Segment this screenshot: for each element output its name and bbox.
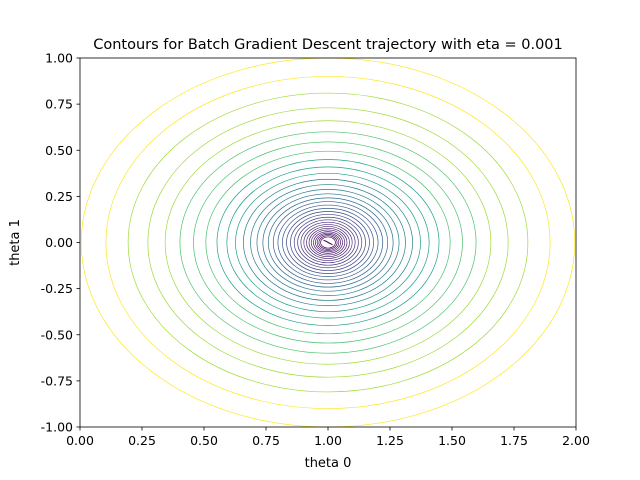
- contour-line: [216, 159, 440, 326]
- y-tick-label: 0.50: [45, 143, 73, 158]
- x-tick-label: 0.00: [66, 433, 94, 448]
- contour-line: [320, 236, 336, 249]
- contour-line: [205, 150, 451, 335]
- contour-line: [277, 204, 379, 281]
- y-tick-label: -0.75: [41, 373, 73, 388]
- x-axis-ticks: 0.00 0.25 0.50 0.75 1.00 1.25 1.50 1.75 2.00: [66, 427, 590, 448]
- contour-line: [105, 76, 551, 409]
- contour-line: [267, 197, 389, 288]
- contour-line: [193, 141, 463, 344]
- contour-line: [306, 226, 350, 259]
- contour-line: [286, 211, 370, 274]
- y-tick-label: 1.00: [45, 51, 73, 66]
- y-tick-label: -0.50: [41, 327, 73, 342]
- contour-line: [127, 92, 529, 393]
- y-axis-label: theta 1: [8, 219, 23, 266]
- x-tick-label: 1.50: [438, 433, 466, 448]
- contour-line: [315, 232, 341, 253]
- contour-line: [290, 214, 366, 271]
- chart-title: Contours for Batch Gradient Descent traj…: [93, 37, 563, 53]
- contour-line: [300, 221, 356, 264]
- contour-line: [164, 120, 492, 365]
- x-tick-label: 0.75: [252, 433, 280, 448]
- x-tick-label: 0.50: [190, 433, 218, 448]
- contour-line: [272, 201, 384, 284]
- contour-line: [308, 227, 348, 258]
- x-tick-label: 1.75: [500, 433, 528, 448]
- y-axis-ticks: -1.00 -0.75 -0.50 -0.25 0.00 0.25 0.50 0.75 1.00: [41, 51, 80, 435]
- contour-line: [303, 224, 353, 261]
- y-tick-label: -0.25: [41, 281, 73, 296]
- contour-line: [262, 193, 394, 292]
- x-tick-label: 1.00: [314, 433, 342, 448]
- y-tick-label: 0.00: [45, 235, 73, 250]
- contour-line: [226, 166, 430, 319]
- x-axis-label: theta 0: [305, 456, 352, 471]
- gradient-descent-trajectory: [323, 239, 333, 246]
- contour-line: [235, 172, 421, 313]
- trajectory-line: [323, 239, 333, 246]
- contour-line: [282, 208, 375, 277]
- y-tick-label: 0.25: [45, 189, 73, 204]
- contour-line: [313, 231, 343, 254]
- contour-line: [297, 219, 359, 266]
- contour-line: [293, 216, 363, 269]
- contour-line: [316, 234, 340, 251]
- contour-line: [318, 235, 338, 250]
- contour-line: [243, 178, 413, 307]
- x-tick-label: 2.00: [562, 433, 590, 448]
- contour-lines: [80, 57, 576, 428]
- contour-line: [147, 107, 509, 378]
- y-tick-label: -1.00: [41, 420, 73, 435]
- contour-line: [256, 189, 400, 296]
- x-tick-label: 0.25: [128, 433, 156, 448]
- contour-line: [310, 229, 346, 256]
- x-tick-label: 1.25: [376, 433, 404, 448]
- contour-line: [179, 131, 477, 354]
- contour-line: [250, 184, 406, 301]
- y-tick-label: 0.75: [45, 97, 73, 112]
